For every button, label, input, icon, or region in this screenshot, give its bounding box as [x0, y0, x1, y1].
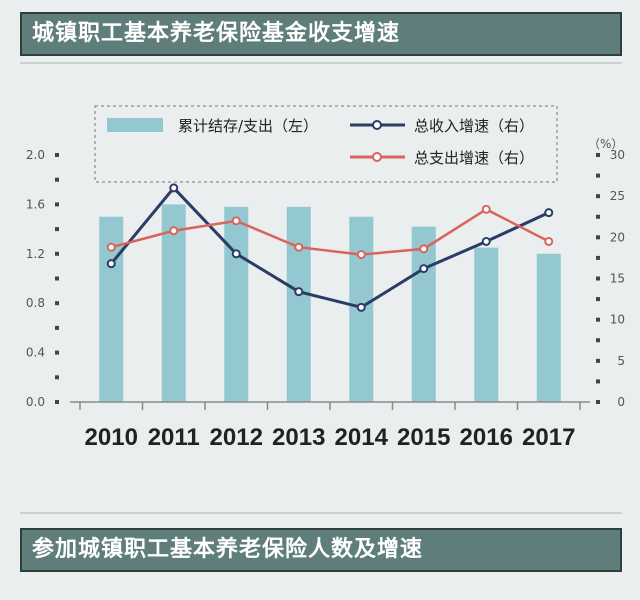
left-tick-label: 1.6 [26, 197, 45, 211]
legend-marker-income [372, 120, 382, 130]
right-tick-label: 10 [610, 313, 625, 327]
legend: 累计结存/支出（左） 总收入增速（右） 总支出增速（右） [94, 105, 558, 183]
left-tick-mark [55, 202, 59, 207]
point-expense-2011 [169, 226, 179, 236]
left-tick-label: 0.0 [26, 395, 45, 409]
point-income-2013 [294, 287, 304, 297]
right-tick-mark [596, 379, 600, 384]
point-income-2014 [356, 302, 366, 312]
right-tick-mark [596, 297, 600, 302]
left-tick-mark [55, 400, 59, 404]
point-expense-2014 [356, 250, 366, 260]
point-income-2015 [419, 264, 429, 274]
x-tick-label-2015: 2015 [397, 424, 450, 451]
x-tick-label-2014: 2014 [335, 424, 389, 451]
right-tick-mark [596, 338, 600, 343]
x-tick-label-2016: 2016 [460, 424, 513, 451]
bar-2012 [224, 206, 249, 402]
point-income-2017 [544, 208, 554, 218]
line-income [110, 185, 550, 309]
left-tick-mark [55, 251, 59, 256]
right-tick-mark [596, 400, 600, 404]
left-tick-mark [55, 227, 59, 232]
point-expense-2016 [481, 204, 491, 214]
left-tick-mark [55, 276, 59, 281]
x-tick-label-2017: 2017 [522, 424, 575, 451]
line-expense [110, 207, 550, 256]
legend-marker-expense [372, 152, 382, 162]
point-expense-2015 [419, 244, 429, 254]
left-tick-mark [55, 375, 59, 380]
point-expense-2017 [544, 236, 554, 246]
right-tick-mark [596, 276, 600, 281]
left-tick-mark [55, 301, 59, 306]
right-tick-mark [596, 358, 600, 363]
point-income-2016 [481, 236, 491, 246]
section-divider [20, 512, 622, 514]
right-tick-label: 25 [610, 189, 625, 203]
point-expense-2013 [294, 242, 304, 252]
bar-2015 [411, 226, 436, 402]
x-tick-label-2011: 2011 [148, 424, 200, 451]
next-section-title: 参加城镇职工基本养老保险人数及增速 [20, 528, 622, 572]
left-tick-label: 2.0 [26, 148, 45, 162]
left-tick-mark [55, 153, 59, 157]
legend-label-expense: 总支出增速（右） [414, 149, 534, 167]
point-income-2012 [231, 249, 241, 259]
right-tick-mark [596, 194, 600, 199]
legend-label-bar: 累计结存/支出（左） [178, 117, 318, 135]
right-tick-mark [596, 214, 600, 219]
right-tick-label: 30 [610, 148, 625, 162]
left-tick-label: 0.4 [26, 346, 45, 360]
right-tick-mark [596, 173, 600, 178]
x-tick-label-2013: 2013 [272, 424, 325, 451]
right-tick-label: 15 [610, 272, 625, 286]
left-tick-mark [55, 350, 59, 355]
x-tick-label-2010: 2010 [85, 424, 138, 451]
point-expense-2010 [106, 242, 116, 252]
left-tick-label: 0.8 [26, 296, 45, 310]
bar-2011 [161, 204, 186, 402]
point-income-2011 [169, 183, 179, 193]
legend-swatch-bar [107, 118, 163, 132]
bar-2017 [536, 253, 561, 402]
title-divider [20, 62, 622, 64]
point-expense-2012 [231, 216, 241, 226]
right-axis-unit: （%） [588, 137, 623, 151]
legend-label-income: 总收入增速（右） [414, 117, 534, 135]
bar-2013 [286, 206, 311, 402]
right-tick-mark [596, 255, 600, 260]
right-tick-label: 20 [610, 230, 625, 244]
point-income-2010 [106, 259, 116, 269]
right-tick-mark [596, 235, 600, 240]
chart-title: 城镇职工基本养老保险基金收支增速 [20, 12, 622, 56]
left-tick-mark [55, 177, 59, 182]
x-tick-label-2012: 2012 [210, 424, 263, 451]
left-tick-label: 1.2 [26, 247, 45, 261]
bar-2016 [474, 247, 499, 402]
right-tick-label: 0 [617, 395, 625, 409]
right-tick-mark [596, 153, 600, 157]
right-tick-label: 5 [617, 354, 625, 368]
right-tick-mark [596, 317, 600, 322]
chart: 累计结存/支出（左） 总收入增速（右） 总支出增速（右） （%） 0.0 0.4 0… [26, 105, 625, 451]
left-tick-mark [55, 325, 59, 330]
